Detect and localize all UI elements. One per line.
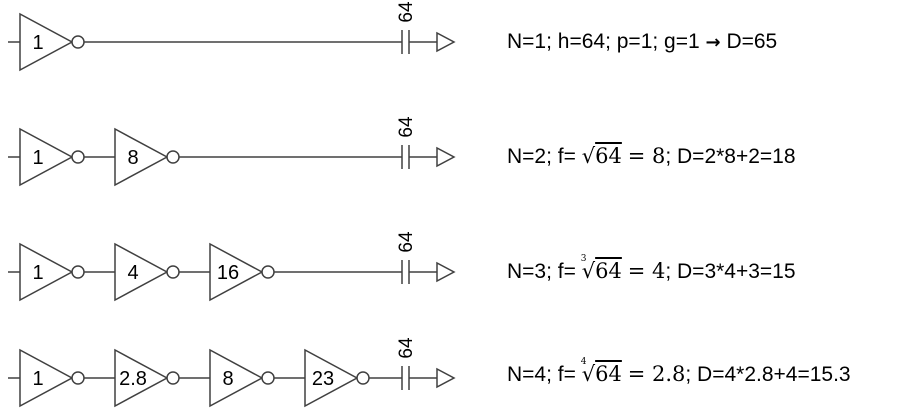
equation-row-3-suffix: ; D=3*4+3=15 (665, 260, 796, 283)
inverter-bubble (166, 265, 180, 279)
load-terminal-icon (436, 367, 456, 389)
inverter-gate (114, 127, 169, 187)
equation-row-4-equals: = 2.8 (627, 362, 686, 386)
inverter-gate (304, 348, 359, 408)
gate-size-label: 23 (312, 368, 334, 390)
equation-row-1-params: N=1; h=64; p=1; g=1 (507, 30, 700, 53)
equation-row-3-equals: = 4 (627, 259, 666, 283)
inverter-gate (209, 348, 264, 408)
load-terminal-icon (436, 146, 456, 168)
inverter-bubble (71, 265, 85, 279)
gate-size-label: 16 (217, 262, 239, 284)
load-capacitance-label: 64 (396, 337, 417, 359)
gate-size-label: 8 (222, 368, 233, 390)
load-capacitance-label: 64 (396, 1, 417, 23)
equation-row-4-root-index: 4 (580, 357, 587, 367)
inverter-gate (19, 127, 74, 187)
equation-row-2-prefix: N=2; f= (507, 145, 576, 168)
radical-icon: √ (581, 259, 596, 283)
inverter-bubble (166, 371, 180, 385)
inverter-gate (19, 12, 74, 72)
gate-size-label: 2.8 (119, 368, 147, 390)
inverter-gate (19, 348, 74, 408)
inverter-bubble (261, 371, 275, 385)
gate-size-label: 4 (127, 262, 138, 284)
equation-row-3: N=3; f= 3 √64 = 4; D=3*4+3=15 (507, 255, 796, 283)
gate-size-label: 1 (32, 262, 43, 284)
inverter-bubble (71, 371, 85, 385)
load-capacitance-label: 64 (396, 231, 417, 253)
load-capacitance-label: 64 (396, 116, 417, 138)
equation-row-3-prefix: N=3; f= (507, 260, 576, 283)
inverter-gate (209, 242, 264, 302)
equation-row-3-root-index: 3 (580, 254, 587, 264)
fourth-root: 4 √64 (581, 358, 622, 386)
radical-icon: √ (581, 144, 596, 168)
gate-size-label: 1 (32, 147, 43, 169)
square-root: √64 (582, 146, 622, 167)
cube-root: 3 √64 (581, 255, 622, 283)
load-terminal-icon (436, 31, 456, 53)
equation-row-2-equals: = 8 (627, 144, 666, 168)
gate-size-label: 8 (127, 147, 138, 169)
equation-row-2-radicand: 64 (595, 144, 622, 168)
equation-row-1-result: D=65 (726, 30, 778, 53)
arrow-icon: → (705, 32, 721, 53)
inverter-bubble (71, 150, 85, 164)
equation-row-2-suffix: ; D=2*8+2=18 (665, 145, 796, 168)
equation-row-2: N=2; f= √64 = 8; D=2*8+2=18 (507, 144, 796, 168)
inverter-gate (114, 242, 169, 302)
inverter-bubble (261, 265, 275, 279)
load-terminal-icon (436, 261, 456, 283)
inverter-gate (19, 242, 74, 302)
inverter-bubble (71, 35, 85, 49)
inverter-gate (114, 348, 169, 408)
equation-row-4-suffix: ; D=4*2.8+4=15.3 (685, 363, 851, 386)
equation-row-4: N=4; f= 4 √64 = 2.8; D=4*2.8+4=15.3 (507, 358, 851, 386)
equation-row-4-radicand: 64 (595, 362, 622, 386)
gate-size-label: 1 (32, 368, 43, 390)
equation-row-1: N=1; h=64; p=1; g=1 → D=65 (507, 31, 777, 52)
inverter-bubble (166, 150, 180, 164)
equation-row-4-prefix: N=4; f= (507, 363, 576, 386)
gate-size-label: 1 (32, 32, 43, 54)
inverter-bubble (356, 371, 370, 385)
equation-row-3-radicand: 64 (595, 259, 622, 283)
radical-icon: √ (581, 362, 596, 386)
